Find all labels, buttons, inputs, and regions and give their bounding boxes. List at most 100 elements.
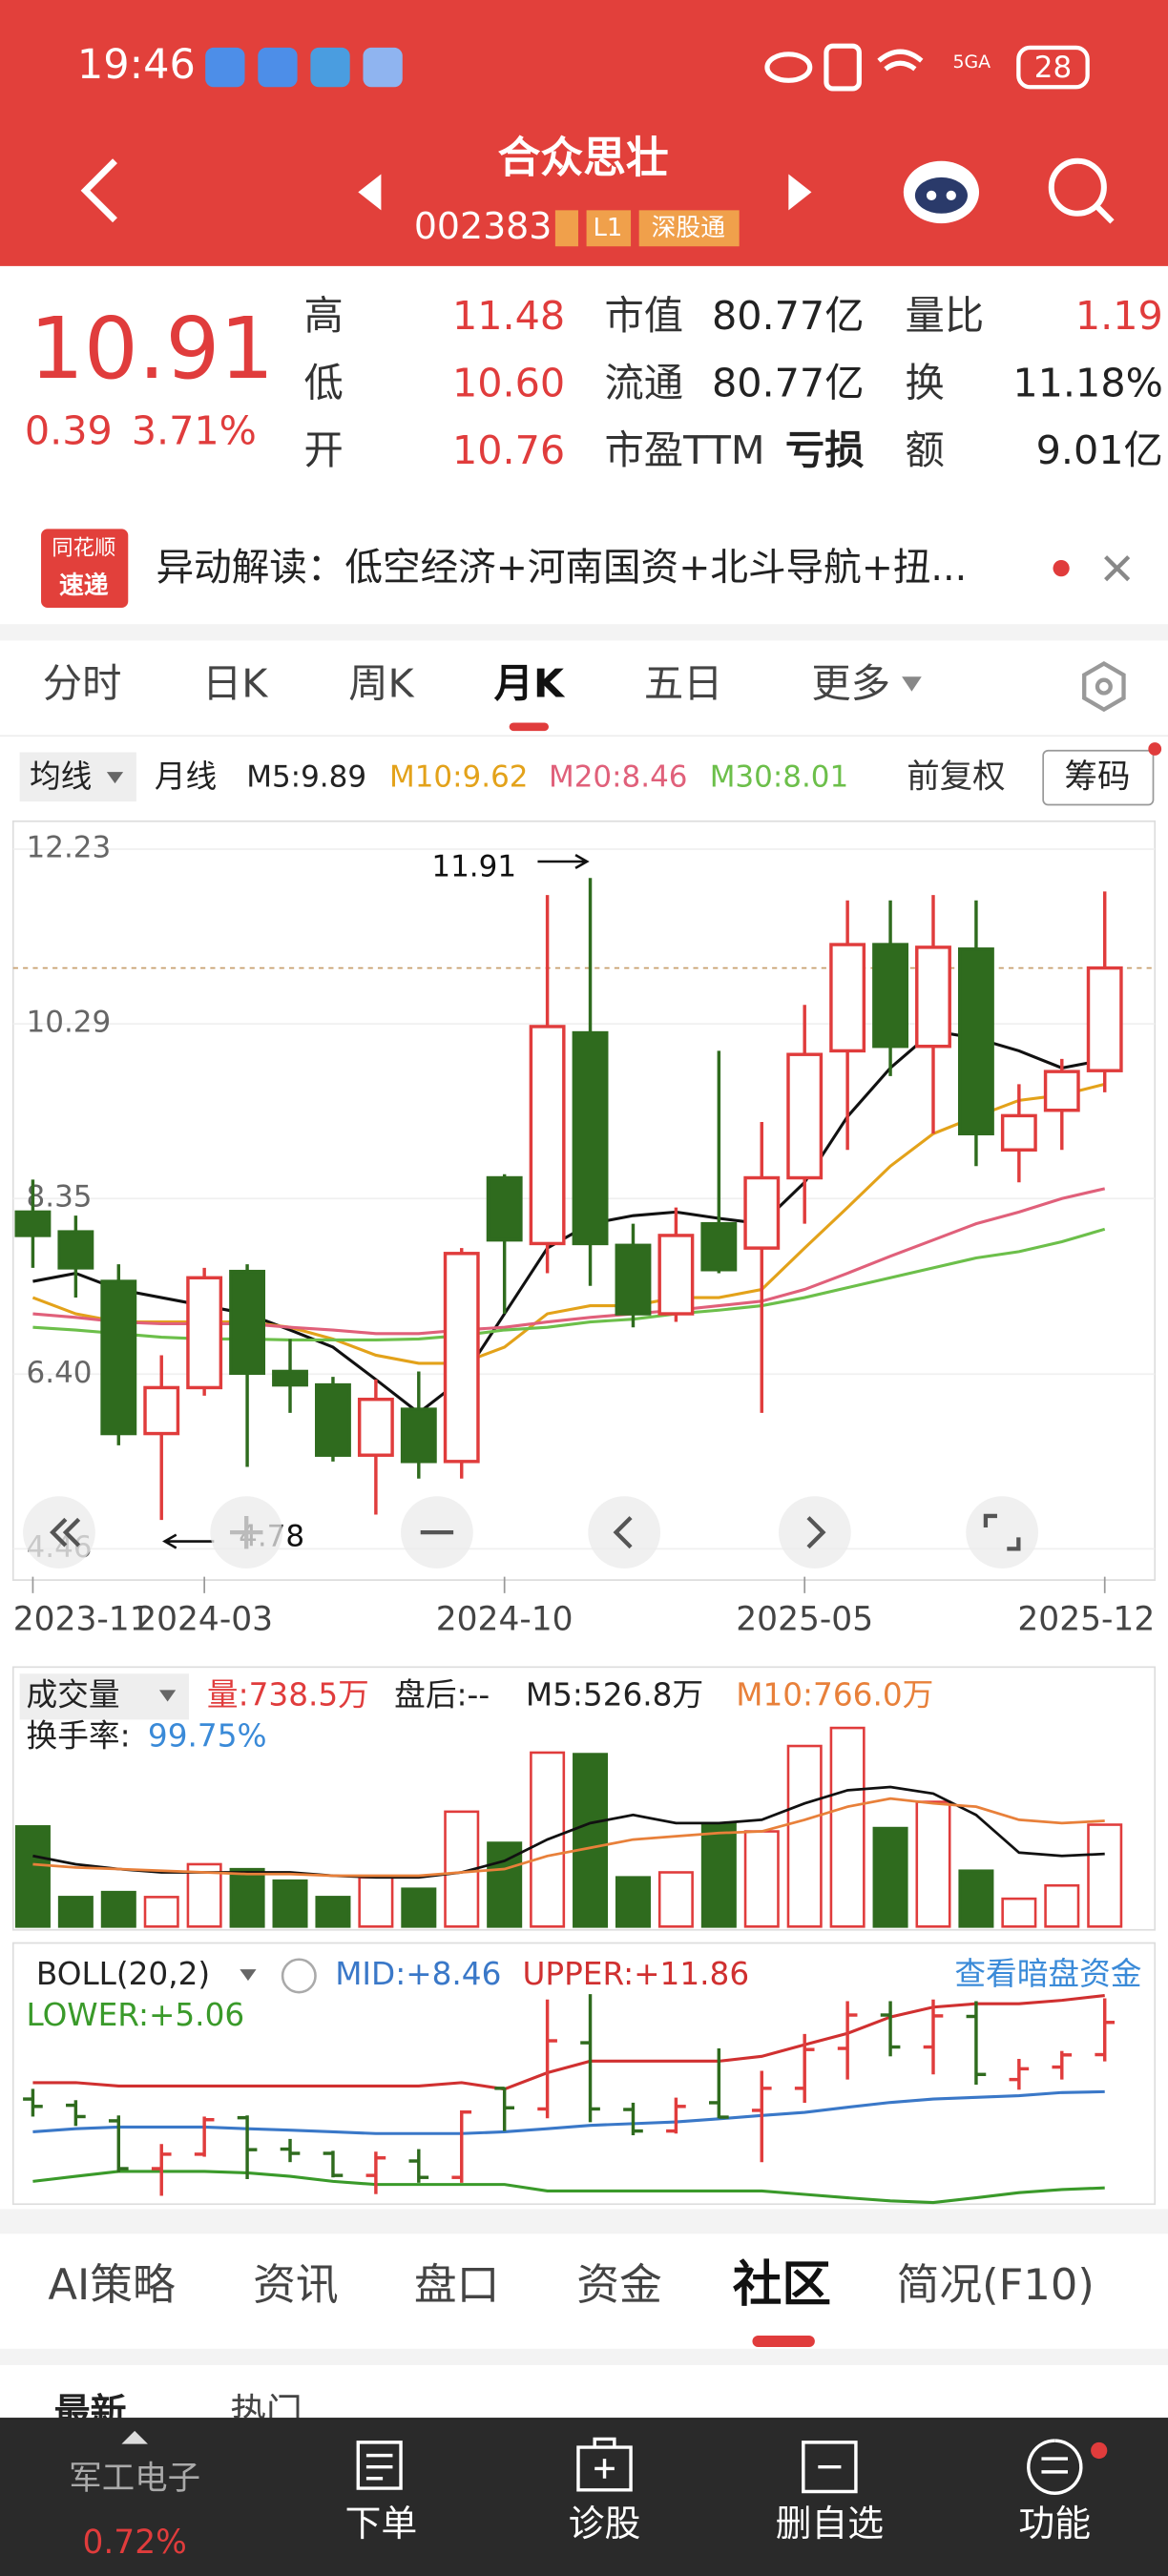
stock-name: 合众思壮 <box>498 133 669 183</box>
header-bg <box>0 0 1168 266</box>
volume-bar <box>272 1879 308 1928</box>
divider <box>0 2209 1168 2234</box>
field-label: 量比 <box>906 293 985 339</box>
chips-button[interactable] <box>1042 749 1155 806</box>
badge: L1 <box>594 214 623 242</box>
x-tick-label: 2025-12 <box>1017 1601 1155 1639</box>
chart-control-icon <box>230 1515 263 1549</box>
nav-item[interactable]: 删自选 <box>776 2503 885 2545</box>
volume-bar <box>57 1896 94 1928</box>
period-tab[interactable]: 周K <box>348 661 414 707</box>
sector[interactable]: 军工电子 <box>69 2460 200 2498</box>
nav-item[interactable]: 下单 <box>345 2503 418 2545</box>
bottom-nav <box>0 2418 1168 2576</box>
info-tab[interactable]: 资金 <box>576 2259 662 2310</box>
robot-icon[interactable] <box>903 160 980 224</box>
info-tab[interactable]: 简况(F10) <box>897 2259 1095 2310</box>
field-value: 10.60 <box>452 361 565 406</box>
price: 10.91 <box>30 300 274 399</box>
candle-body <box>957 947 994 1135</box>
candle-body <box>572 1030 609 1246</box>
legend-entry: M20:8.46 <box>549 759 688 794</box>
adjust[interactable]: 前复权 <box>907 758 1005 796</box>
turnover: 99.75% <box>148 1717 267 1754</box>
badge-bg <box>638 210 740 247</box>
network: 5GA <box>952 52 991 73</box>
help-icon[interactable] <box>281 1958 317 1994</box>
prev-stock[interactable] <box>358 174 382 211</box>
info-tab[interactable]: 社区 <box>733 2256 831 2314</box>
arrow <box>121 2430 148 2444</box>
nav-icon[interactable] <box>576 2437 633 2492</box>
chart-control[interactable] <box>779 1496 851 1569</box>
info-tab[interactable]: 资讯 <box>253 2259 339 2310</box>
candle-body <box>315 1382 351 1457</box>
period-tab[interactable]: 更多 <box>811 661 890 707</box>
nav-item[interactable]: 诊股 <box>569 2503 641 2545</box>
nav-icon[interactable] <box>802 2441 858 2494</box>
volume-button[interactable] <box>19 1673 189 1720</box>
badge-bg <box>586 210 632 247</box>
boll-line <box>32 2089 1105 2135</box>
search-icon[interactable] <box>1048 157 1115 224</box>
field-label: 市值 <box>605 293 684 339</box>
volume-bar <box>615 1876 651 1928</box>
period-tab[interactable]: 五日 <box>644 661 723 707</box>
field-value: 10.76 <box>452 427 565 473</box>
chart-control[interactable] <box>966 1496 1038 1569</box>
volume-bar <box>143 1896 179 1928</box>
field-value: 80.77亿 <box>712 361 865 406</box>
y-tick-label: 8.35 <box>27 1180 93 1215</box>
field-label: 高 <box>303 293 343 339</box>
settings-icon <box>1095 677 1113 696</box>
candle-body <box>529 1025 566 1246</box>
field-value: 亏损 <box>785 427 865 473</box>
nav-item[interactable]: 功能 <box>1018 2503 1091 2545</box>
dropdown <box>240 1969 257 1982</box>
candle-body <box>14 1210 52 1237</box>
volume-bar <box>573 1753 609 1928</box>
boll-title: BOLL(20,2) <box>36 1956 210 1992</box>
annotation-arrow <box>162 1533 215 1549</box>
period-tab[interactable]: 月K <box>494 661 566 707</box>
volume-bar <box>315 1896 351 1928</box>
tab-underline <box>509 722 549 732</box>
change-pct: 3.71% <box>132 407 257 453</box>
boll-link[interactable]: 查看暗盘资金 <box>954 1956 1141 1992</box>
x-tick-label: 2025-05 <box>736 1601 873 1639</box>
candle-body <box>872 943 908 1049</box>
chart-control-icon <box>50 1517 81 1548</box>
period-tab[interactable]: 分时 <box>43 661 122 707</box>
settings-icon[interactable] <box>1082 660 1126 713</box>
candle-body <box>100 1279 137 1436</box>
next-stock[interactable] <box>788 174 812 211</box>
candle-body <box>1086 966 1123 1072</box>
volume-bar <box>444 1810 480 1928</box>
candle-body <box>486 1175 523 1242</box>
back-button[interactable] <box>80 158 117 223</box>
nav-icon[interactable] <box>356 2441 403 2490</box>
volume-bar <box>186 1862 222 1928</box>
field-value: 1.19 <box>1075 293 1163 339</box>
legend-entry: M5:526.8万 <box>526 1676 703 1713</box>
volume-bar <box>786 1744 823 1928</box>
candle-body <box>443 1252 480 1464</box>
candle-body <box>1043 1070 1080 1112</box>
chart-control[interactable] <box>588 1496 661 1569</box>
info-tab[interactable]: 盘口 <box>414 2259 500 2310</box>
volume-bar <box>915 1800 951 1928</box>
news-close[interactable] <box>1104 555 1131 582</box>
volume-bar <box>958 1869 994 1928</box>
volume-value: 量:738.5万 <box>207 1676 369 1713</box>
y-tick-label: 6.40 <box>27 1356 93 1390</box>
candle-body <box>272 1369 308 1387</box>
field-label: 换 <box>906 361 945 406</box>
nav-icon[interactable] <box>1027 2439 1083 2495</box>
period-tab[interactable]: 日K <box>202 661 268 707</box>
chart-control-icon <box>806 1516 826 1549</box>
info-tab[interactable]: AI策略 <box>48 2259 176 2310</box>
field-value: 11.18% <box>1012 361 1162 406</box>
chart-control[interactable] <box>23 1496 95 1569</box>
news-text[interactable]: 异动解读：低空经济+河南国资+北斗导航+扭... <box>156 546 968 590</box>
